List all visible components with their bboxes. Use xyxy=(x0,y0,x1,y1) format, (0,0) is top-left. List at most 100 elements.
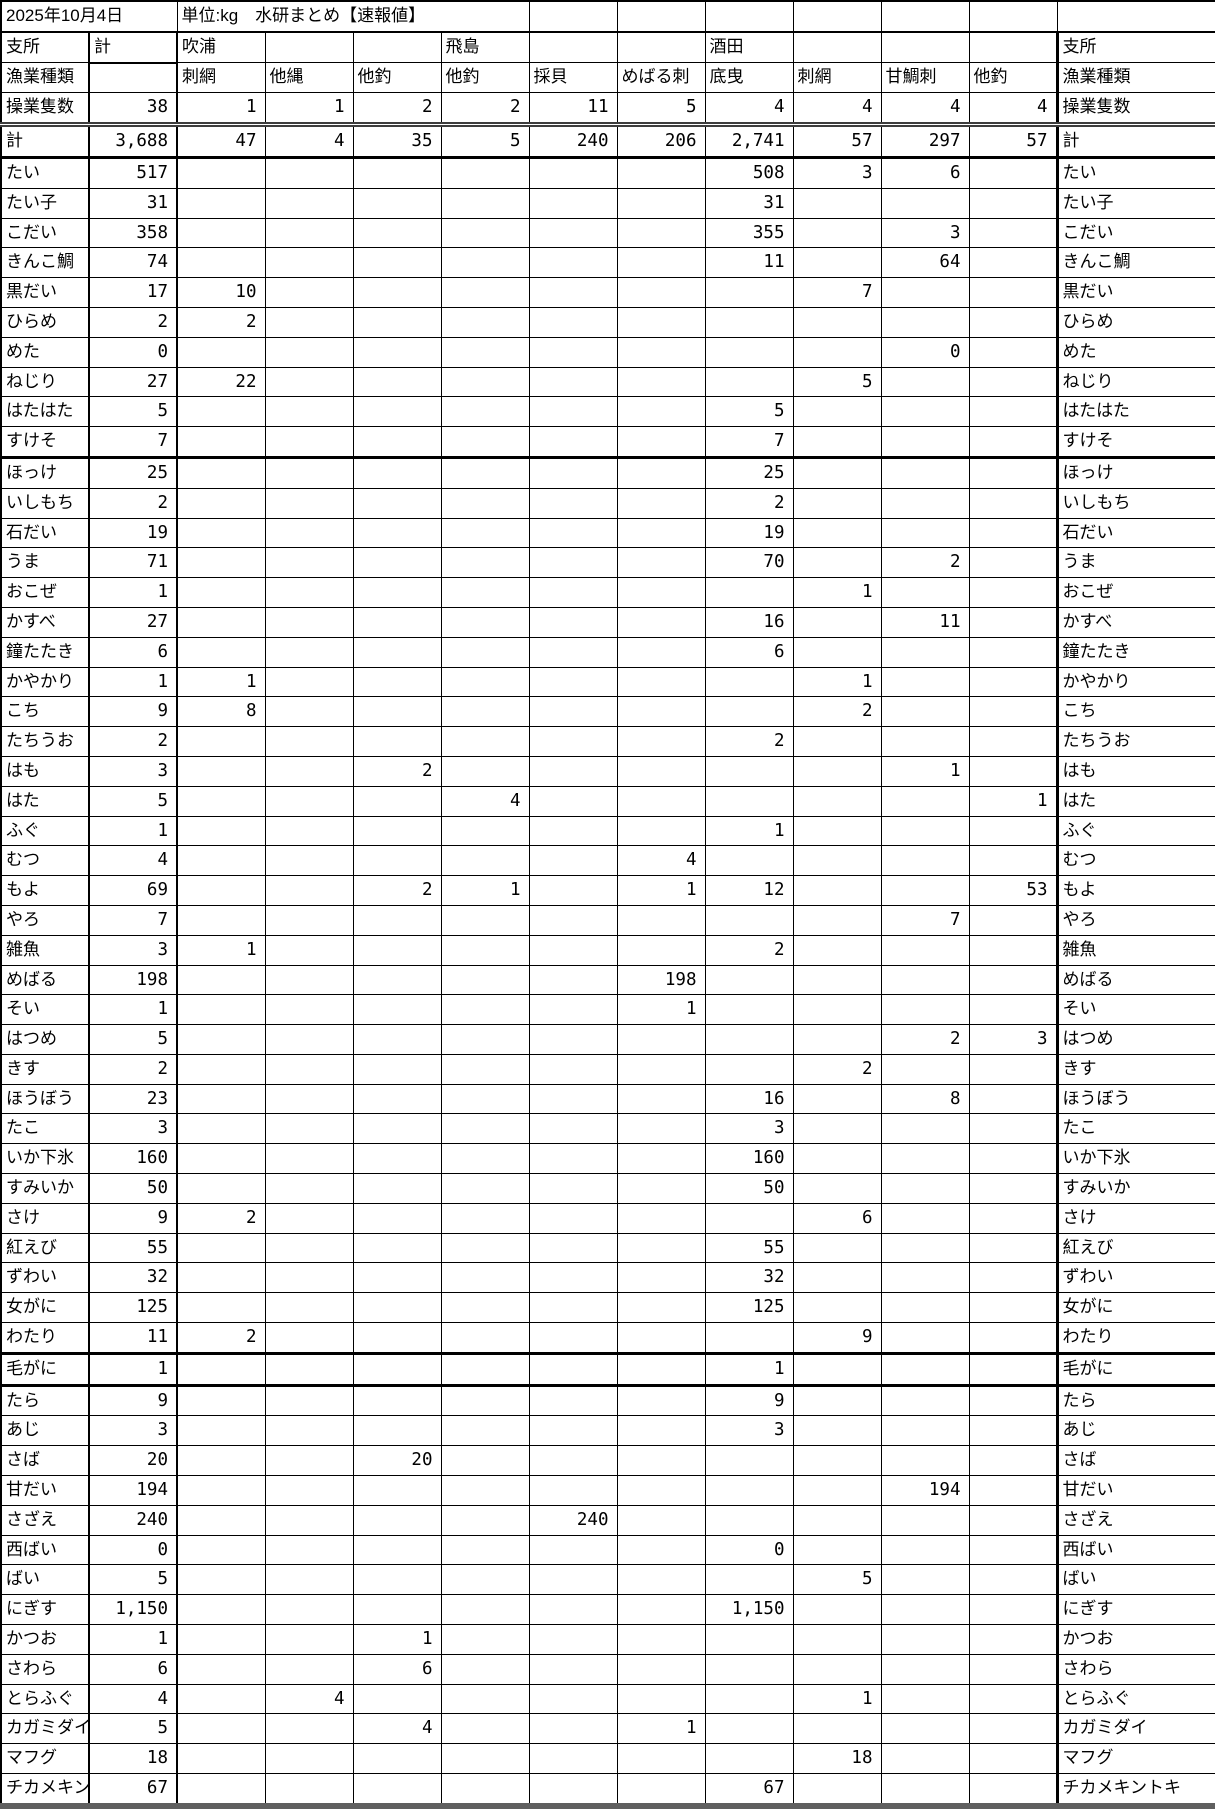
cell-value xyxy=(440,696,530,728)
cell-value xyxy=(176,1713,266,1745)
cell-value xyxy=(352,815,442,847)
cell-value xyxy=(352,726,442,757)
cell-value xyxy=(352,456,442,489)
species-total: 1 xyxy=(88,666,178,698)
species-label-right: たい xyxy=(1055,156,1215,189)
cell-value xyxy=(968,1384,1058,1417)
empty-cell xyxy=(1057,0,1215,32)
cell-value xyxy=(264,1053,354,1085)
table-row: かすべ 27 16 11 かすべ xyxy=(0,606,1215,638)
cell-value xyxy=(616,1743,706,1775)
species-label: かすべ xyxy=(0,606,90,638)
species-label-right: ずわい xyxy=(1055,1262,1215,1294)
cell-value xyxy=(528,1202,618,1234)
total-value: 47 xyxy=(176,124,266,159)
species-label-right: たら xyxy=(1055,1384,1215,1417)
cell-value xyxy=(880,1262,970,1294)
species-label-right: とらふぐ xyxy=(1055,1683,1215,1715)
cell-value xyxy=(528,1534,618,1566)
cell-value xyxy=(704,277,794,308)
species-total: 20 xyxy=(88,1445,178,1477)
cell-value: 5 xyxy=(792,366,882,398)
species-label: 雑魚 xyxy=(0,934,90,966)
cell-value xyxy=(176,1683,266,1715)
cell-value: 6 xyxy=(352,1653,442,1685)
species-label: はも xyxy=(0,755,90,787)
cell-value xyxy=(968,1534,1058,1566)
cell-value xyxy=(792,636,882,668)
gear-header-cell: 他釣 xyxy=(352,62,442,94)
cell-value: 2 xyxy=(352,875,442,906)
species-label: ほっけ xyxy=(0,456,90,489)
cell-value: 2 xyxy=(352,755,442,787)
cell-value xyxy=(176,1292,266,1324)
cell-value xyxy=(528,336,618,368)
table-row: にぎす 1,150 1,150 にぎす xyxy=(0,1594,1215,1626)
cell-value: 2 xyxy=(704,726,794,757)
table-row: こだい 358 355 3 こだい xyxy=(0,217,1215,249)
cell-value: 53 xyxy=(968,875,1058,906)
cell-value xyxy=(264,1653,354,1685)
species-total: 9 xyxy=(88,696,178,728)
cell-value xyxy=(528,1624,618,1655)
cell-value: 8 xyxy=(176,696,266,728)
vessels-value: 4 xyxy=(704,92,794,128)
cell-value xyxy=(440,1534,530,1566)
cell-value xyxy=(440,396,530,428)
cell-value xyxy=(968,1202,1058,1234)
vessels-total: 38 xyxy=(88,92,178,128)
cell-value xyxy=(528,934,618,966)
cell-value xyxy=(352,1384,442,1417)
cell-value xyxy=(264,1564,354,1596)
cell-value xyxy=(880,1415,970,1447)
cell-value xyxy=(616,1083,706,1115)
cell-value xyxy=(968,1743,1058,1775)
cell-value xyxy=(440,517,530,549)
cell-value xyxy=(968,217,1058,249)
cell-value: 1,150 xyxy=(704,1594,794,1626)
cell-value xyxy=(792,247,882,279)
cell-value xyxy=(352,964,442,996)
cell-value xyxy=(440,606,530,638)
species-label: はたはた xyxy=(0,396,90,428)
vessels-count-row: 操業隻数 38 1 1 2 2 11 5 4 4 4 4 操業隻数 xyxy=(0,92,1215,128)
cell-value xyxy=(880,1713,970,1745)
gear-header-cell: 他縄 xyxy=(264,62,354,94)
species-total: 50 xyxy=(88,1173,178,1204)
cell-value xyxy=(176,1143,266,1175)
cell-value: 355 xyxy=(704,217,794,249)
species-label: チカメキントキ xyxy=(0,1773,90,1809)
species-label-right: やろ xyxy=(1055,904,1215,936)
species-label: ずわい xyxy=(0,1262,90,1294)
species-total: 69 xyxy=(88,875,178,906)
cell-value: 2 xyxy=(704,487,794,519)
cell-value xyxy=(968,1173,1058,1204)
cell-value xyxy=(440,247,530,279)
table-row: いか下氷 160 160 いか下氷 xyxy=(0,1143,1215,1175)
cell-value xyxy=(792,426,882,459)
cell-value xyxy=(264,696,354,728)
cell-value xyxy=(616,1113,706,1145)
cell-value xyxy=(440,934,530,966)
cell-value xyxy=(616,1534,706,1566)
cell-value xyxy=(880,1352,970,1387)
cell-value xyxy=(792,1173,882,1204)
species-label-right: たちうお xyxy=(1055,726,1215,757)
cell-value xyxy=(528,306,618,338)
table-row: ふぐ 1 1 ふぐ xyxy=(0,815,1215,847)
cell-value xyxy=(880,1384,970,1417)
cell-value xyxy=(968,994,1058,1026)
cell-value xyxy=(440,904,530,936)
table-row: 女がに 125 125 女がに xyxy=(0,1292,1215,1324)
cell-value xyxy=(880,577,970,608)
species-label-right: むつ xyxy=(1055,845,1215,877)
cell-value: 2 xyxy=(792,1053,882,1085)
cell-value xyxy=(352,1415,442,1447)
cell-value xyxy=(528,1232,618,1264)
cell-value xyxy=(880,785,970,817)
cell-value xyxy=(352,1024,442,1055)
cell-value xyxy=(352,1534,442,1566)
table-header: 2025年10月4日 単位:kg 水研まとめ【速報値】 支所計吹浦 飛島 酒田 支所漁… xyxy=(0,0,1215,128)
species-label: めばる xyxy=(0,964,90,996)
cell-value xyxy=(440,666,530,698)
